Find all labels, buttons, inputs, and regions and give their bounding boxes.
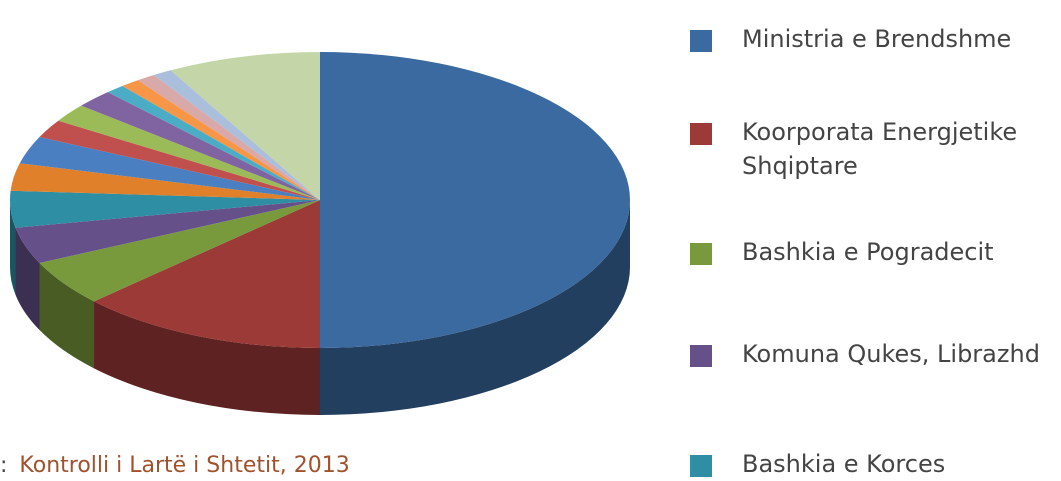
pie-slice — [137, 75, 320, 200]
pie-slice — [153, 70, 320, 200]
pie-slice — [107, 85, 320, 200]
legend-swatch — [690, 345, 712, 367]
pie-slice — [170, 52, 320, 200]
legend-label: Ministria e Brendshme — [742, 25, 1012, 53]
pie-slice — [15, 200, 320, 264]
pie-side — [94, 301, 321, 415]
pie-slice — [39, 200, 321, 302]
source-label: : — [0, 453, 8, 478]
legend-swatch — [690, 30, 712, 52]
legend-swatch — [690, 455, 712, 477]
source-text: Kontrolli i Lartë i Shtetit, 2013 — [19, 453, 350, 478]
legend-swatch — [690, 243, 712, 265]
chart — [9, 52, 630, 415]
pie-slice — [10, 163, 320, 200]
pie-side — [10, 200, 16, 295]
pie-side — [15, 227, 40, 331]
pie-slice — [39, 120, 321, 200]
pie-slice — [122, 80, 320, 200]
legend-label: Komuna Qukes, Librazhd — [742, 340, 1040, 368]
legend-label: Koorporata Energjetike Shqiptare — [742, 118, 1018, 180]
legend-swatch — [690, 123, 712, 145]
pie-side — [320, 200, 630, 415]
pie-slice — [320, 52, 630, 348]
pie-slice — [81, 92, 320, 200]
tops — [9, 52, 630, 348]
walls — [10, 200, 630, 415]
pie-slice — [19, 136, 320, 200]
pie-side — [39, 263, 95, 369]
legend-label: Bashkia e Korces — [742, 450, 946, 478]
source: : Kontrolli i Lartë i Shtetit, 2013 — [0, 453, 350, 478]
pie-slice — [58, 105, 321, 200]
pie-slice — [94, 200, 321, 348]
legend-label: Bashkia e Pogradecit — [742, 238, 994, 266]
pie-slice — [9, 190, 320, 228]
